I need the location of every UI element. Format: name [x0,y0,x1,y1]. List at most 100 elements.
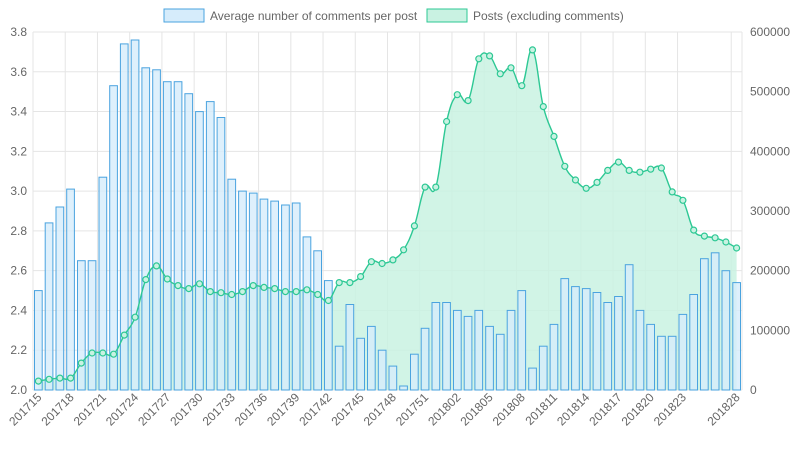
data-point [679,196,687,204]
bar [721,270,731,391]
y-right-tick-label: 0 [750,383,757,397]
data-point [528,46,537,54]
bar [549,323,559,391]
data-point [303,286,311,294]
data-point [625,166,633,174]
bar [334,345,344,391]
comments-bar-series [34,39,741,391]
y-left-tick-label: 3.8 [10,25,27,39]
x-tick-label: 201718 [39,390,77,428]
data-point [249,282,257,290]
bar [324,280,333,391]
y-axis-left: 2.0 2.2 2.4 2.6 2.8 3.0 3.2 3.4 3.6 3.8 [10,25,27,397]
bar [463,315,473,391]
x-tick-label: 201745 [329,390,367,428]
data-point [690,226,698,234]
legend-swatch-posts [426,8,468,23]
data-point [346,279,354,287]
bar [646,323,655,391]
data-point [66,374,75,382]
y-left-tick-label: 3.2 [10,144,27,158]
x-tick-label: 201748 [361,390,399,428]
data-point [228,290,236,299]
y-left-tick-label: 2.8 [10,224,27,238]
bar [528,367,537,391]
bar [710,252,720,391]
bar [538,345,548,391]
bar [517,290,527,391]
data-point [206,288,214,296]
bar [302,236,312,391]
data-point [453,91,461,99]
data-point [56,374,64,382]
bar [581,288,591,391]
bar [624,264,634,391]
x-tick-label: 201808 [490,390,528,428]
bar [442,302,451,391]
legend-label-posts[interactable]: Posts (excluding comments) [473,9,624,23]
data-point [657,164,666,172]
data-point [614,158,623,166]
data-point [185,285,193,293]
bar [592,292,602,391]
data-point [109,350,118,358]
bar [377,349,387,391]
data-point [486,52,494,60]
data-point [142,276,150,284]
data-point [518,82,526,90]
x-tick-label: 201802 [425,390,463,428]
x-tick-label: 201817 [586,390,624,428]
data-point [464,96,472,105]
bar [162,81,172,391]
bar [689,294,698,391]
data-point [260,283,268,291]
bar [141,67,151,391]
data-point [34,377,43,385]
bar [506,309,516,391]
data-point [571,176,580,184]
bar [453,309,462,391]
data-point [410,222,418,230]
data-point [400,246,408,254]
bar [248,192,258,391]
y-right-tick-label: 300000 [750,204,790,218]
x-tick-label: 201814 [554,390,592,428]
bar [495,333,505,391]
data-point [152,262,161,270]
x-tick-label: 201828 [705,390,743,428]
data-point [507,64,515,72]
data-point [335,279,343,287]
y-left-tick-label: 2.2 [10,343,27,357]
data-point [163,275,171,283]
data-point [45,375,53,383]
bar [34,290,43,391]
data-point [77,359,85,367]
x-tick-label: 201805 [457,390,495,428]
data-point [647,165,655,173]
legend-swatch-comments [163,8,205,23]
bar [130,39,140,391]
bar [485,325,494,391]
bar [281,204,290,391]
y-left-tick-label: 3.4 [10,105,27,119]
data-point [668,188,676,196]
legend: Average number of comments per post Post… [163,8,624,23]
bar [291,202,301,391]
bar [410,353,419,391]
x-tick-label: 201742 [296,390,334,428]
data-point [475,55,483,63]
x-tick-label: 201751 [393,390,431,428]
data-point [120,331,128,339]
data-point [378,259,386,268]
data-point [722,238,730,246]
x-tick-label: 201730 [167,390,205,428]
bar [184,93,194,391]
y-left-tick-label: 3.0 [10,184,27,198]
data-point [582,184,590,192]
bar [399,385,408,391]
legend-label-comments[interactable]: Average number of comments per post [210,9,418,23]
bar [152,69,161,391]
bar [216,117,226,391]
data-point [314,290,322,299]
